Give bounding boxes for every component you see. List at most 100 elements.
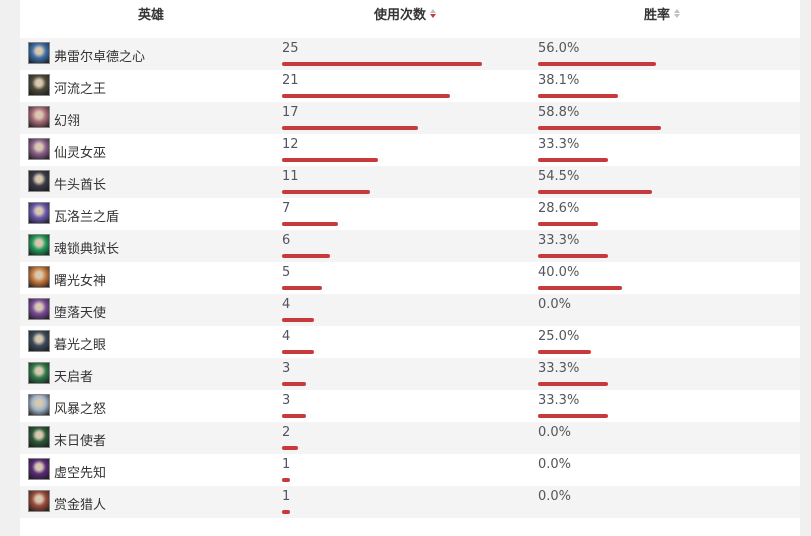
winrate-value: 33.3% (538, 137, 580, 152)
table-row: 曙光女神 5 40.0% (20, 262, 800, 294)
usage-bar (282, 94, 450, 98)
winrate-value: 0.0% (538, 425, 572, 440)
usage-count: 12 (282, 137, 299, 152)
usage-count: 21 (282, 73, 299, 88)
usage-count: 2 (282, 425, 291, 440)
hero-stats-table: 英雄 使用次数 胜率 弗雷尔卓德之心 25 56.0% 河流之王 21 38.1% 幻翎 17… (20, 0, 800, 536)
winrate-bar (538, 414, 608, 418)
usage-count: 3 (282, 393, 291, 408)
usage-count: 4 (282, 297, 291, 312)
table-row: 暮光之眼 4 25.0% (20, 326, 800, 358)
usage-bar (282, 286, 322, 290)
winrate-bar (538, 286, 622, 290)
usage-bar (282, 382, 306, 386)
usage-count: 3 (282, 361, 291, 376)
winrate-value: 54.5% (538, 169, 580, 184)
column-header-hero: 英雄 (138, 4, 164, 23)
table-row: 河流之王 21 38.1% (20, 70, 800, 102)
hero-avatar (28, 138, 50, 160)
hero-avatar (28, 74, 50, 96)
table-body: 弗雷尔卓德之心 25 56.0% 河流之王 21 38.1% 幻翎 17 58.8% 仙灵女巫 12… (20, 38, 800, 518)
hero-avatar (28, 362, 50, 384)
sort-desc-icon[interactable] (430, 9, 437, 18)
usage-bar (282, 126, 418, 130)
sort-icon[interactable] (674, 9, 681, 18)
hero-avatar (28, 490, 50, 512)
usage-header-label[interactable]: 使用次数 (374, 8, 427, 23)
usage-count: 5 (282, 265, 291, 280)
usage-bar (282, 158, 378, 162)
usage-bar (282, 254, 330, 258)
hero-name: 赏金猎人 (54, 498, 107, 513)
table-row: 风暴之怒 3 33.3% (20, 390, 800, 422)
hero-name: 末日使者 (54, 434, 107, 449)
table-row: 堕落天使 4 0.0% (20, 294, 800, 326)
hero-avatar (28, 170, 50, 192)
hero-name: 曙光女神 (54, 274, 107, 289)
hero-avatar (28, 394, 50, 416)
winrate-bar (538, 350, 591, 354)
usage-count: 25 (282, 41, 299, 56)
winrate-bar (538, 382, 608, 386)
usage-bar (282, 510, 290, 514)
table-header: 英雄 使用次数 胜率 (20, 0, 800, 28)
hero-name: 虚空先知 (54, 466, 107, 481)
column-header-winrate[interactable]: 胜率 (644, 4, 681, 23)
winrate-header-label[interactable]: 胜率 (644, 8, 671, 23)
usage-bar (282, 350, 314, 354)
table-row: 瓦洛兰之盾 7 28.6% (20, 198, 800, 230)
table-row: 魂锁典狱长 6 33.3% (20, 230, 800, 262)
winrate-value: 0.0% (538, 489, 572, 504)
hero-avatar (28, 42, 50, 64)
usage-count: 1 (282, 457, 291, 472)
winrate-value: 0.0% (538, 457, 572, 472)
usage-count: 4 (282, 329, 291, 344)
winrate-value: 56.0% (538, 41, 580, 56)
hero-name: 风暴之怒 (54, 402, 107, 417)
hero-name: 弗雷尔卓德之心 (54, 50, 146, 65)
usage-bar (282, 414, 306, 418)
winrate-bar (538, 94, 618, 98)
winrate-value: 40.0% (538, 265, 580, 280)
column-header-usage[interactable]: 使用次数 (374, 4, 437, 23)
winrate-bar (538, 126, 662, 130)
winrate-value: 28.6% (538, 201, 580, 216)
winrate-bar (538, 190, 653, 194)
winrate-value: 38.1% (538, 73, 580, 88)
winrate-value: 25.0% (538, 329, 580, 344)
winrate-bar (538, 62, 656, 66)
table-row: 天启者 3 33.3% (20, 358, 800, 390)
hero-name: 牛头酋长 (54, 178, 107, 193)
usage-bar (282, 62, 482, 66)
hero-name: 仙灵女巫 (54, 146, 107, 161)
usage-bar (282, 222, 338, 226)
usage-bar (282, 318, 314, 322)
winrate-value: 58.8% (538, 105, 580, 120)
hero-name: 天启者 (54, 370, 94, 385)
winrate-value: 33.3% (538, 361, 580, 376)
table-row: 虚空先知 1 0.0% (20, 454, 800, 486)
hero-avatar (28, 330, 50, 352)
usage-count: 17 (282, 105, 299, 120)
table-row: 弗雷尔卓德之心 25 56.0% (20, 38, 800, 70)
hero-avatar (28, 298, 50, 320)
table-row: 幻翎 17 58.8% (20, 102, 800, 134)
hero-avatar (28, 106, 50, 128)
usage-count: 11 (282, 169, 299, 184)
usage-count: 7 (282, 201, 291, 216)
winrate-value: 0.0% (538, 297, 572, 312)
hero-avatar (28, 426, 50, 448)
hero-name: 瓦洛兰之盾 (54, 210, 120, 225)
table-row: 仙灵女巫 12 33.3% (20, 134, 800, 166)
winrate-bar (538, 254, 608, 258)
hero-name: 暮光之眼 (54, 338, 107, 353)
usage-bar (282, 446, 298, 450)
table-row: 赏金猎人 1 0.0% (20, 486, 800, 518)
winrate-value: 33.3% (538, 233, 580, 248)
winrate-bar (538, 158, 608, 162)
hero-header-label: 英雄 (138, 8, 165, 23)
usage-count: 1 (282, 489, 291, 504)
hero-avatar (28, 202, 50, 224)
hero-avatar (28, 458, 50, 480)
usage-count: 6 (282, 233, 291, 248)
